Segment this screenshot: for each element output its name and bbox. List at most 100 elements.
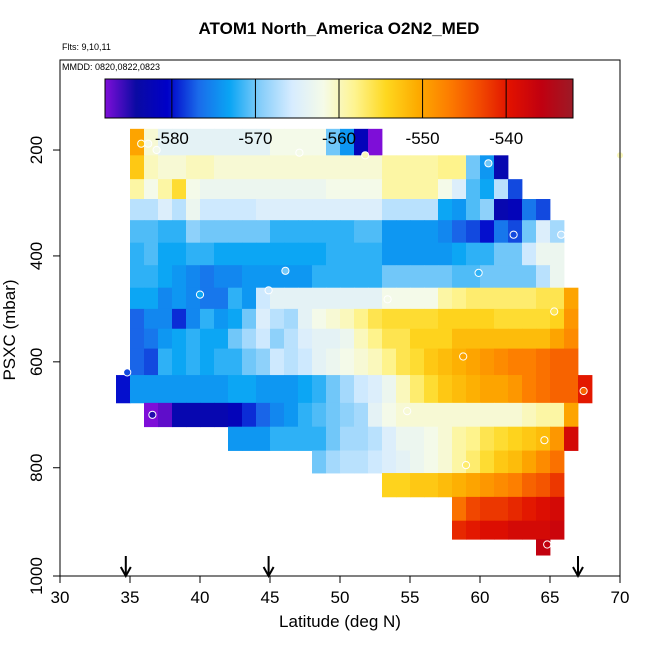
heatmap-cell — [522, 328, 537, 349]
heatmap-cell — [354, 128, 369, 156]
heatmap-cell — [410, 242, 425, 266]
heatmap-cell — [508, 199, 523, 221]
heatmap-cell — [256, 308, 271, 330]
heatmap-cell — [326, 199, 341, 221]
x-tick-label: 70 — [611, 588, 630, 607]
y-axis: 200 400 600 800 1000 — [27, 136, 61, 595]
heatmap-cell — [284, 155, 299, 180]
heatmap-cell — [284, 220, 299, 244]
heatmap-cell — [256, 402, 271, 428]
heatmap-cell — [452, 179, 467, 200]
heatmap-cell — [396, 199, 411, 221]
heatmap-cell — [256, 220, 271, 244]
heatmap-cell — [396, 155, 411, 180]
heatmap-cell — [480, 155, 495, 180]
heatmap-cell — [200, 242, 215, 266]
heatmap-cell — [382, 402, 397, 428]
heatmap-cell — [326, 402, 341, 428]
heatmap-cell — [494, 426, 509, 451]
heatmap-cell — [452, 520, 467, 540]
heatmap-cell — [158, 179, 173, 200]
heatmap-cell — [550, 450, 565, 474]
x-tick-label: 55 — [401, 588, 420, 607]
dates-annotation: MMDD: 0820,0822,0823 — [62, 62, 161, 72]
heatmap-cell — [522, 242, 537, 266]
heatmap-cell — [382, 265, 397, 289]
heatmap-cell — [424, 265, 439, 289]
heatmap-cell — [368, 308, 383, 330]
heatmap-cell — [382, 179, 397, 200]
heatmap-cell — [410, 199, 425, 221]
heatmap-cell — [494, 179, 509, 200]
heatmap-cell — [396, 265, 411, 289]
heatmap-cell — [200, 155, 215, 180]
observation-point — [540, 436, 549, 445]
heatmap-cell — [424, 375, 439, 404]
heatmap-cell — [228, 265, 243, 289]
observation-point — [543, 540, 552, 549]
heatmap-cell — [536, 287, 551, 310]
heatmap-cell — [438, 242, 453, 266]
heatmap-cell — [424, 450, 439, 474]
heatmap-cell — [480, 179, 495, 200]
heatmap-cell — [396, 220, 411, 244]
heatmap-cell — [186, 199, 201, 221]
x-axis-label: Latitude (deg N) — [279, 612, 401, 631]
heatmap-cell — [438, 402, 453, 428]
heatmap-cell — [480, 287, 495, 310]
heatmap-cell — [298, 328, 313, 349]
heatmap-cell — [522, 308, 537, 330]
heatmap-cell — [242, 426, 257, 451]
heatmap-cell — [494, 220, 509, 244]
heatmap-cell — [214, 265, 229, 289]
heatmap-cell — [298, 265, 313, 289]
heatmap-cell — [228, 199, 243, 221]
heatmap-cell — [368, 199, 383, 221]
observation-point — [144, 139, 153, 148]
heatmap-cell — [326, 179, 341, 200]
heatmap-cell — [284, 179, 299, 200]
heatmap-cell — [284, 242, 299, 266]
heatmap-cell — [116, 375, 131, 404]
heatmap-cell — [522, 375, 537, 404]
observation-markers — [123, 139, 625, 549]
heatmap-cell — [242, 287, 257, 310]
heatmap-cell — [214, 128, 229, 156]
heatmap-cell — [382, 328, 397, 349]
heatmap-cell — [466, 348, 481, 376]
heatmap-cell — [480, 265, 495, 289]
heatmap-cell — [172, 402, 187, 428]
heatmap-cell — [410, 308, 425, 330]
heatmap-cell — [354, 375, 369, 404]
heatmap-cell — [536, 375, 551, 404]
heatmap-cell — [186, 348, 201, 376]
observation-point — [281, 266, 290, 275]
heatmap-cell — [298, 128, 313, 156]
heatmap-cell — [550, 265, 565, 289]
observation-point — [383, 295, 392, 304]
heatmap-cell — [480, 199, 495, 221]
heatmap-cell — [186, 375, 201, 404]
heatmap-cell — [242, 328, 257, 349]
heatmap-cell — [214, 199, 229, 221]
heatmap-cell — [158, 348, 173, 376]
heatmap-cell — [466, 375, 481, 404]
heatmap-cell — [480, 520, 495, 540]
heatmap-cell — [564, 328, 579, 349]
heatmap-cells — [116, 128, 593, 556]
heatmap-cell — [382, 155, 397, 180]
heatmap-cell — [424, 402, 439, 428]
heatmap-cell — [508, 308, 523, 330]
flight-marker-arrow — [119, 556, 132, 579]
heatmap-cell — [494, 242, 509, 266]
heatmap-cell — [550, 328, 565, 349]
x-tick-label: 65 — [541, 588, 560, 607]
heatmap-cell — [466, 473, 481, 498]
heatmap-cell — [410, 179, 425, 200]
heatmap-cell — [298, 402, 313, 428]
heatmap-cell — [536, 520, 551, 540]
heatmap-cell — [564, 308, 579, 330]
heatmap-cell — [480, 402, 495, 428]
heatmap-cell — [368, 220, 383, 244]
heatmap-cell — [452, 328, 467, 349]
